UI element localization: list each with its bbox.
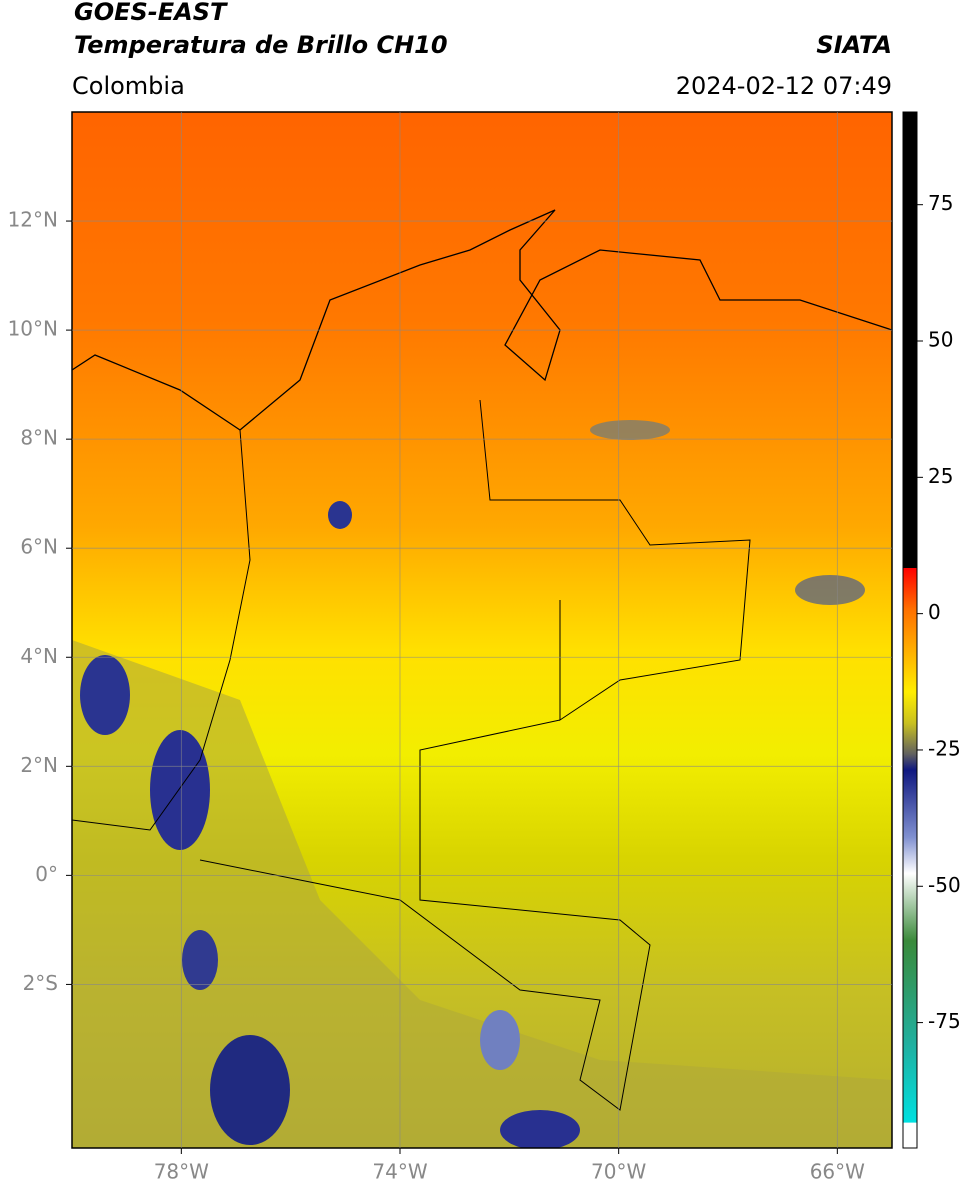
colorbar-tick-label: -25 xyxy=(928,736,961,760)
map-image xyxy=(72,112,892,1148)
source: SIATA xyxy=(816,31,892,59)
cloud xyxy=(480,1010,520,1070)
colorbar-tick-label: 25 xyxy=(928,464,953,488)
colorbar-tick-label: 0 xyxy=(928,600,941,624)
lon-tick-label: 70°W xyxy=(591,1160,646,1184)
cloud xyxy=(182,930,218,990)
cloud xyxy=(328,501,352,529)
cloud xyxy=(500,1110,580,1148)
colorbar-tick-label: -75 xyxy=(928,1009,961,1033)
lat-tick-label: 0° xyxy=(35,862,58,886)
cloud xyxy=(150,730,210,850)
lat-tick-label: 2°S xyxy=(23,971,58,995)
title: GOES-EAST xyxy=(74,0,228,26)
lon-tick-label: 66°W xyxy=(810,1160,865,1184)
lat-tick-label: 2°N xyxy=(20,753,58,777)
colorbar-tick-label: 75 xyxy=(928,191,953,215)
map-frame xyxy=(71,111,893,1149)
lon-tick-label: 78°W xyxy=(154,1160,209,1184)
lon-tick-label: 74°W xyxy=(372,1160,427,1184)
lat-tick-label: 8°N xyxy=(20,426,58,450)
coastline xyxy=(72,209,892,431)
colorbar-tick-label: 50 xyxy=(928,328,953,352)
cloud xyxy=(795,575,865,605)
region: Colombia xyxy=(72,72,185,100)
olive-area xyxy=(72,640,892,1148)
lat-tick-label: 4°N xyxy=(20,644,58,668)
lat-tick-label: 10°N xyxy=(8,317,58,341)
lat-tick-label: 6°N xyxy=(20,535,58,559)
colorbar-tick-label: -50 xyxy=(928,873,961,897)
cloud xyxy=(80,655,130,735)
datetime: 2024-02-12 07:49 xyxy=(676,72,892,100)
cloud xyxy=(590,420,670,440)
lat-tick-label: 12°N xyxy=(8,208,58,232)
colorbar xyxy=(902,111,918,1149)
subtitle: Temperatura de Brillo CH10 xyxy=(74,31,448,59)
cloud xyxy=(210,1035,290,1145)
